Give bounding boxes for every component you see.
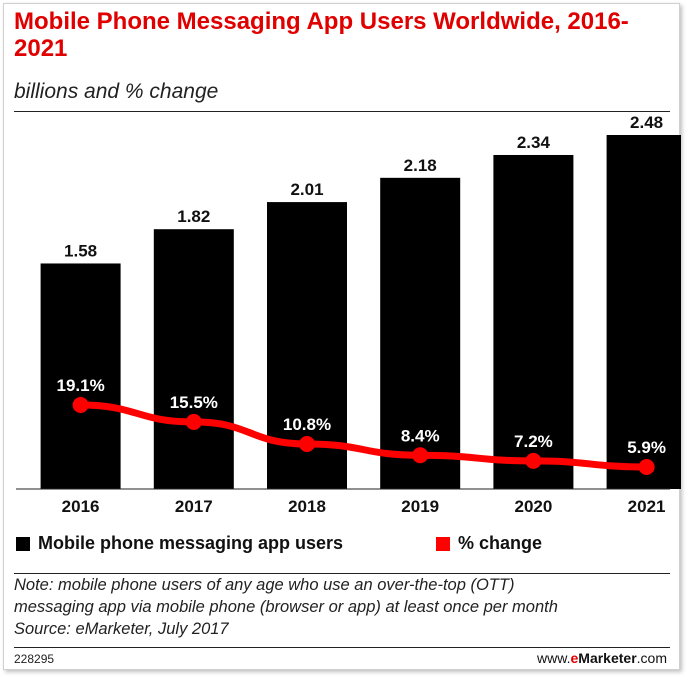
x-tick-label-2021: 2021: [628, 497, 666, 516]
bottom-divider: [14, 647, 670, 648]
x-tick-label-2019: 2019: [401, 497, 439, 516]
pct-label-2019: 8.4%: [401, 426, 440, 445]
brand-suffix: .com: [636, 650, 667, 666]
brand-e: e: [570, 650, 579, 666]
pct-point-2017: [185, 413, 202, 430]
bar-value-label-2018: 2.01: [290, 180, 323, 199]
brand-prefix: www.: [537, 650, 571, 666]
pct-label-2017: 15.5%: [170, 393, 218, 412]
chart-id: 228295: [14, 652, 55, 666]
pct-point-2019: [412, 447, 429, 464]
x-tick-label-2018: 2018: [288, 497, 326, 516]
x-tick-label-2020: 2020: [514, 497, 552, 516]
bar-2021: [606, 135, 681, 489]
bar-value-label-2017: 1.82: [177, 207, 210, 226]
legend-label-users: Mobile phone messaging app users: [38, 533, 344, 553]
pct-point-2021: [638, 459, 655, 475]
x-tick-label-2016: 2016: [62, 497, 100, 516]
pct-label-2018: 10.8%: [283, 415, 331, 434]
legend-item-change: % change: [436, 533, 542, 554]
chart-subtitle: billions and % change: [14, 80, 219, 103]
bar-value-label-2019: 2.18: [404, 156, 437, 175]
legend-swatch-change: [436, 536, 450, 551]
top-divider: [14, 111, 670, 112]
legend-item-users: Mobile phone messaging app users: [16, 533, 343, 554]
chart-plot: 1.58 2016 1.82 2017 2.01 2018 2.18 2019 2.34 2020…: [16, 113, 681, 516]
pct-point-2016: [72, 397, 89, 413]
bar-2020: [493, 154, 574, 489]
pct-change-line: [77, 401, 651, 471]
pct-point-2018: [299, 435, 315, 452]
pct-label-2020: 7.2%: [514, 432, 553, 451]
bar-value-label-2016: 1.58: [64, 241, 97, 260]
chart-card: Mobile Phone Messaging App Users Worldwi…: [3, 3, 681, 670]
note-divider: [14, 573, 670, 574]
chart-title: Mobile Phone Messaging App Users Worldwi…: [14, 8, 629, 62]
pct-label-2016: 19.1%: [56, 376, 104, 395]
legend-label-change: % change: [458, 533, 543, 553]
pct-point-2020: [525, 452, 542, 469]
legend-swatch-users: [16, 536, 30, 551]
bar-2016: [40, 263, 121, 489]
bar-2019: [380, 177, 461, 490]
note-line-1: Note: mobile phone users of any age who …: [14, 576, 515, 594]
x-tick-label-2017: 2017: [175, 497, 213, 516]
bar-value-label-2021: 2.48: [630, 113, 663, 132]
bar-value-label-2020: 2.34: [517, 133, 551, 152]
source-line: Source: eMarketer, July 2017: [14, 620, 229, 638]
pct-label-2021: 5.9%: [627, 438, 666, 457]
note-line-2: messaging app via mobile phone (browser …: [14, 598, 558, 616]
brand-logo[interactable]: www.eMarketer.com: [537, 650, 667, 666]
brand-main: Marketer: [578, 650, 637, 666]
bar-2017: [153, 229, 234, 490]
